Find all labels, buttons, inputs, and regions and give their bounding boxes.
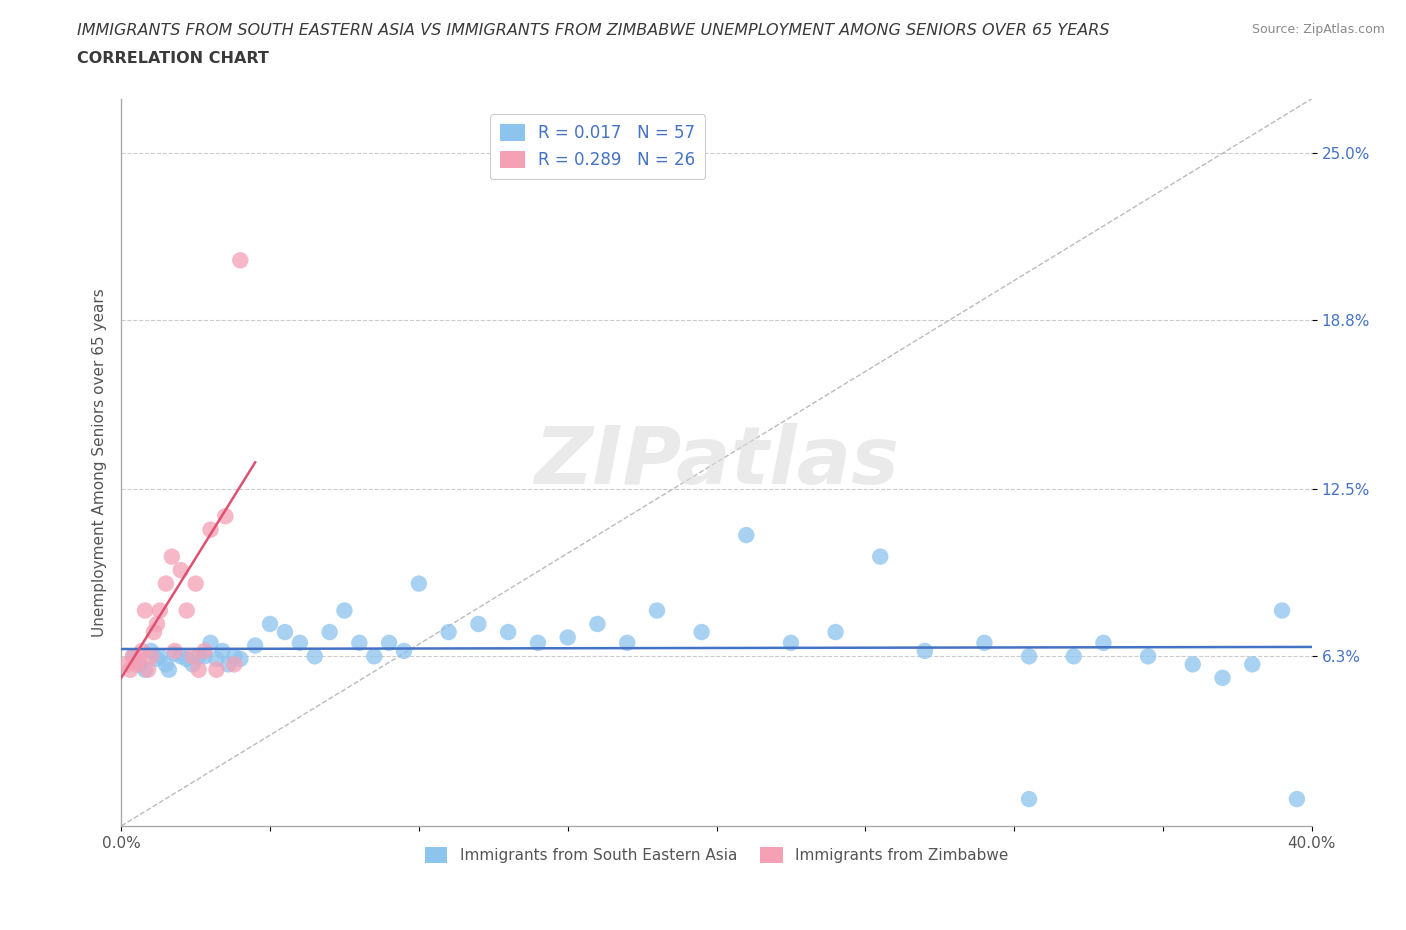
Point <box>973 635 995 650</box>
Point <box>229 253 252 268</box>
Point <box>1018 649 1040 664</box>
Point <box>557 630 579 644</box>
Point <box>211 644 233 658</box>
Point <box>1212 671 1234 685</box>
Point <box>149 603 172 618</box>
Point <box>288 635 311 650</box>
Point <box>467 617 489 631</box>
Point <box>134 662 156 677</box>
Point <box>780 635 803 650</box>
Point <box>120 662 142 677</box>
Point <box>318 625 340 640</box>
Point <box>181 657 204 671</box>
Point <box>869 550 891 565</box>
Point <box>115 657 138 671</box>
Point <box>187 649 209 664</box>
Point <box>378 635 401 650</box>
Point <box>128 657 150 671</box>
Point <box>243 638 266 653</box>
Point <box>200 523 222 538</box>
Point <box>259 617 281 631</box>
Point <box>122 649 145 664</box>
Point <box>155 576 177 591</box>
Point <box>149 649 172 664</box>
Point <box>187 662 209 677</box>
Point <box>645 603 668 618</box>
Point <box>131 644 153 658</box>
Point <box>349 635 371 650</box>
Point <box>217 657 239 671</box>
Point <box>128 652 150 667</box>
Point <box>122 649 145 664</box>
Point <box>200 635 222 650</box>
Point <box>735 527 758 542</box>
Point <box>224 649 246 664</box>
Point <box>170 649 193 664</box>
Point <box>1137 649 1160 664</box>
Point <box>170 563 193 578</box>
Legend: Immigrants from South Eastern Asia, Immigrants from Zimbabwe: Immigrants from South Eastern Asia, Immi… <box>419 841 1015 870</box>
Point <box>139 649 162 664</box>
Point <box>586 617 609 631</box>
Point <box>163 644 186 658</box>
Point <box>1241 657 1264 671</box>
Point <box>193 644 215 658</box>
Point <box>392 644 415 658</box>
Point <box>176 603 198 618</box>
Point <box>125 657 148 671</box>
Point <box>146 617 169 631</box>
Point <box>205 662 228 677</box>
Y-axis label: Unemployment Among Seniors over 65 years: Unemployment Among Seniors over 65 years <box>93 288 107 637</box>
Point <box>205 652 228 667</box>
Point <box>437 625 460 640</box>
Point <box>363 649 385 664</box>
Point <box>824 625 846 640</box>
Point <box>690 625 713 640</box>
Point <box>496 625 519 640</box>
Text: IMMIGRANTS FROM SOUTH EASTERN ASIA VS IMMIGRANTS FROM ZIMBABWE UNEMPLOYMENT AMON: IMMIGRANTS FROM SOUTH EASTERN ASIA VS IM… <box>77 23 1109 38</box>
Point <box>143 625 166 640</box>
Point <box>139 644 162 658</box>
Point <box>1181 657 1204 671</box>
Text: Source: ZipAtlas.com: Source: ZipAtlas.com <box>1251 23 1385 36</box>
Point <box>224 657 246 671</box>
Point <box>1018 791 1040 806</box>
Point <box>229 652 252 667</box>
Point <box>184 576 207 591</box>
Point <box>616 635 638 650</box>
Text: ZIPatlas: ZIPatlas <box>534 423 898 501</box>
Point <box>1271 603 1294 618</box>
Point <box>1063 649 1085 664</box>
Point <box>274 625 297 640</box>
Text: CORRELATION CHART: CORRELATION CHART <box>77 51 269 66</box>
Point <box>214 509 236 524</box>
Point <box>163 646 186 661</box>
Point <box>914 644 936 658</box>
Point <box>160 550 183 565</box>
Point <box>176 652 198 667</box>
Point <box>193 649 215 664</box>
Point <box>527 635 550 650</box>
Point <box>304 649 326 664</box>
Point <box>1092 635 1115 650</box>
Point <box>157 662 180 677</box>
Point <box>155 657 177 671</box>
Point <box>146 652 169 667</box>
Point <box>134 603 156 618</box>
Point <box>136 662 159 677</box>
Point <box>408 576 430 591</box>
Point <box>181 649 204 664</box>
Point <box>333 603 356 618</box>
Point <box>1285 791 1308 806</box>
